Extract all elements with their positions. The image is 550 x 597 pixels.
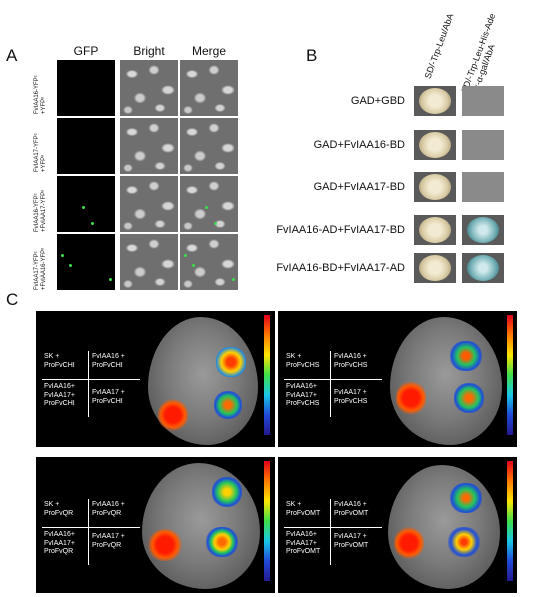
colony xyxy=(419,174,451,200)
quadrant-label-iaa16: FvIAA16 + ProFvQR xyxy=(92,501,125,517)
luciferase-panel-chi: SK + ProFvCHI FvIAA16 + ProFvCHI FvIAA16… xyxy=(36,311,275,447)
colony xyxy=(419,132,451,158)
quadrant-label-iaa17: FvIAA17 + ProFvOMT xyxy=(334,533,369,549)
luciferase-panel-omt: SK + ProFvOMT FvIAA16 + ProFvOMT FvIAA16… xyxy=(278,457,517,593)
row-label-3: FvIAA16-YFPᶜ +FvIAA17-YFPⁿ xyxy=(34,189,47,232)
quadrant-label-iaa16: FvIAA16 + ProFvCHS xyxy=(334,353,368,369)
row-label-1: FvIAA16-YFPᶜ +YFPⁿ xyxy=(34,75,47,114)
quadrant-label-sk: SK + ProFvOMT xyxy=(286,501,321,517)
luciferase-panel-qr: SK + ProFvQR FvIAA16 + ProFvQR FvIAA16+ … xyxy=(36,457,275,593)
yeast-row-label-3: GAD+FvIAA17-BD xyxy=(313,181,405,193)
bright-image xyxy=(120,234,178,290)
colorbar xyxy=(507,315,513,435)
plate-sd-selective xyxy=(462,253,504,283)
colorbar xyxy=(264,461,270,581)
merge-image xyxy=(180,234,238,290)
bright-image xyxy=(120,118,178,174)
colorbar xyxy=(507,461,513,581)
colorbar xyxy=(264,315,270,435)
quadrant-label-iaa17: FvIAA17 + ProFvCHS xyxy=(334,389,368,405)
plate-sd-trp-leu xyxy=(414,253,456,283)
quadrant-label-sk: SK + ProFvQR xyxy=(44,501,74,517)
quadrant-label-iaa16-iaa17: FvIAA16+ FvIAA17+ ProFvQR xyxy=(44,531,75,555)
row-label-2: FvIAA17-YFPᶜ +YFPⁿ xyxy=(34,133,47,172)
gfp-image xyxy=(57,60,115,116)
bright-image xyxy=(120,176,178,232)
yeast-row-label-2: GAD+FvIAA16-BD xyxy=(313,139,405,151)
plate-sd-trp-leu xyxy=(414,86,456,116)
colony xyxy=(419,217,451,243)
column-header-gfp: GFP xyxy=(73,44,99,58)
quadrant-label-sk: SK + ProFvCHI xyxy=(44,353,75,369)
colony-blue xyxy=(467,255,499,281)
luciferase-panel-chs: SK + ProFvCHS FvIAA16 + ProFvCHS FvIAA16… xyxy=(278,311,517,447)
plate-sd-selective xyxy=(462,215,504,245)
quadrant-label-iaa17: FvIAA17 + ProFvCHI xyxy=(92,389,125,405)
quadrant-label-iaa16: FvIAA16 + ProFvOMT xyxy=(334,501,369,517)
gfp-image xyxy=(57,234,115,290)
yeast-row-label-5: FvIAA16-BD+FvIAA17-AD xyxy=(276,262,405,274)
quadrant-label-iaa16-iaa17: FvIAA16+ FvIAA17+ ProFvCHS xyxy=(286,383,320,407)
plate-sd-selective xyxy=(462,86,504,116)
quadrant-label-iaa16: FvIAA16 + ProFvCHI xyxy=(92,353,125,369)
plate-sd-selective xyxy=(462,172,504,202)
colony xyxy=(419,88,451,114)
merge-image xyxy=(180,118,238,174)
plate-sd-trp-leu xyxy=(414,172,456,202)
quadrant-label-iaa16-iaa17: FvIAA16+ FvIAA17+ ProFvCHI xyxy=(44,383,75,407)
colony xyxy=(419,255,451,281)
yeast-row-label-4: FvIAA16-AD+FvIAA17-BD xyxy=(276,224,405,236)
quadrant-label-iaa17: FvIAA17 + ProFvQR xyxy=(92,533,125,549)
leaf-image xyxy=(142,463,260,589)
colony-blue xyxy=(467,217,499,243)
quadrant-label-iaa16-iaa17: FvIAA16+ FvIAA17+ ProFvOMT xyxy=(286,531,321,555)
gfp-image xyxy=(57,118,115,174)
quadrant-label-sk: SK + ProFvCHS xyxy=(286,353,320,369)
row-label-4: FvIAA17-YFPᶜ +FvIAA16-YFPⁿ xyxy=(34,247,47,290)
panel-c-letter: C xyxy=(6,290,19,309)
plate-sd-trp-leu xyxy=(414,215,456,245)
merge-image xyxy=(180,60,238,116)
merge-image xyxy=(180,176,238,232)
plate-sd-trp-leu xyxy=(414,130,456,160)
panel-a-letter: A xyxy=(6,46,18,65)
panel-b-letter: B xyxy=(306,46,318,65)
bright-image xyxy=(120,60,178,116)
gfp-image xyxy=(57,176,115,232)
medium-header-1: SD/-Trp-Leu/AbA xyxy=(422,12,456,80)
column-header-bright: Bright xyxy=(133,44,165,58)
plate-sd-selective xyxy=(462,130,504,160)
column-header-merge: Merge xyxy=(191,44,226,58)
yeast-row-label-1: GAD+GBD xyxy=(350,95,405,107)
